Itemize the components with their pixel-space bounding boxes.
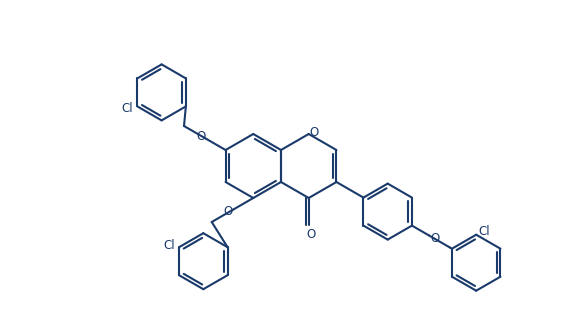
Text: Cl: Cl (163, 239, 175, 252)
Text: O: O (306, 228, 315, 241)
Text: O: O (309, 126, 318, 139)
Text: Cl: Cl (479, 225, 490, 238)
Text: Cl: Cl (122, 102, 133, 115)
Text: O: O (196, 130, 206, 143)
Text: O: O (223, 205, 232, 218)
Text: O: O (430, 232, 440, 245)
